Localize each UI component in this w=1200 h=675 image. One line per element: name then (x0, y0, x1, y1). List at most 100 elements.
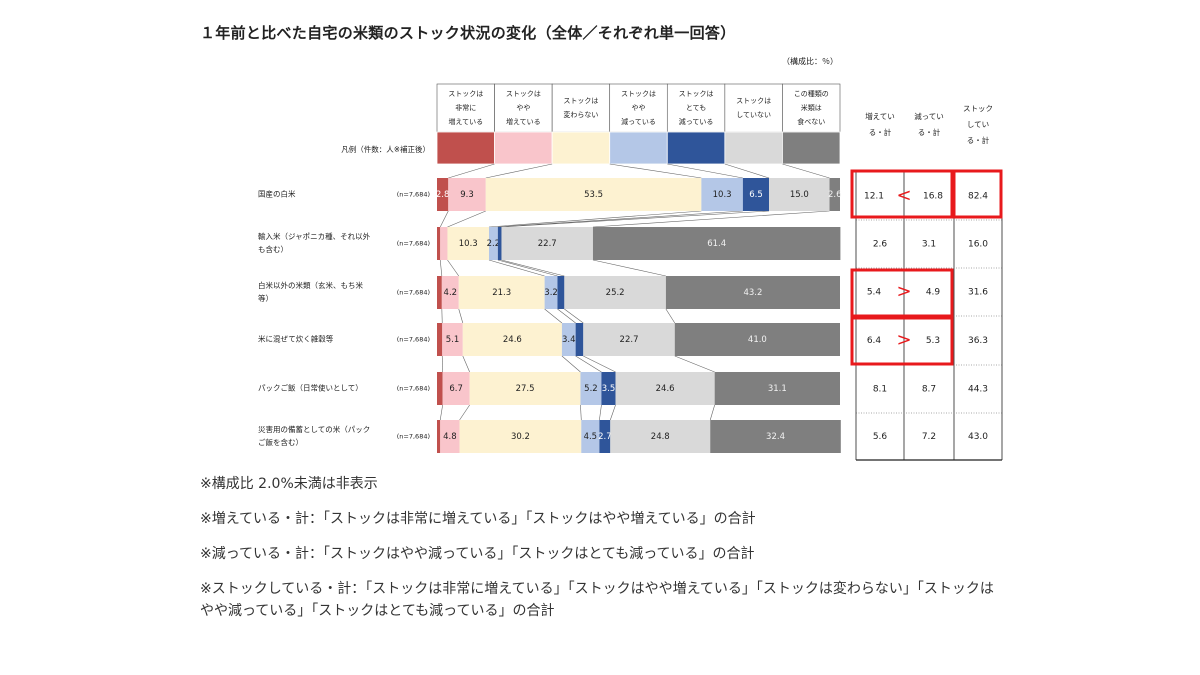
summary-value: 2.6 (873, 240, 888, 250)
connector-line (592, 210, 830, 228)
bar-segment (544, 276, 558, 309)
bar-segment (583, 323, 675, 356)
bar-segment (462, 323, 562, 356)
category-label: 国産の白米 (258, 189, 296, 199)
legend-header-cell (609, 83, 668, 133)
category-label: パックご飯（日常使いとして） (258, 383, 363, 393)
note-increase-total: ※増えている・計：「ストックは非常に増えている」「ストックはやや増えている」の合… (200, 511, 756, 527)
connector-line (592, 259, 666, 277)
bar-segment (488, 227, 498, 260)
category-label: 白米以外の米類（玄米、もち米 (258, 280, 363, 290)
summary-header: る・計 (918, 127, 941, 137)
connector-line (580, 404, 582, 421)
legend-swatch (782, 131, 841, 165)
connector-line (447, 210, 486, 228)
bar-segment (714, 372, 840, 405)
summary-header: してい (967, 120, 989, 129)
summary-value: 16.0 (968, 240, 988, 250)
bar-value-label: 21.3 (492, 288, 511, 298)
bar-value-label: 2.2 (487, 239, 501, 249)
bar-value-label: 3.5 (602, 384, 616, 394)
category-label: 災害用の備蓄としての米（パック (258, 424, 370, 434)
bar-value-label: 22.7 (620, 335, 639, 345)
connector-line (575, 355, 602, 373)
bar-segment (665, 276, 840, 309)
summary-value: 5.3 (926, 336, 940, 346)
bar-value-label: 3.2 (544, 288, 558, 298)
note-threshold: ※構成比 2.0%未満は非表示 (200, 476, 378, 492)
bar-segment (599, 420, 611, 453)
legend-label: ストックは (448, 90, 483, 98)
bar-segment (437, 323, 443, 356)
bar-segment (440, 227, 448, 260)
bar-segment (485, 178, 702, 211)
bar-value-label: 4.8 (443, 432, 457, 442)
legend-label: 非常に (455, 103, 476, 112)
summary-value: 8.1 (873, 385, 887, 395)
connector-line (448, 163, 495, 179)
note-decrease-total: ※減っている・計：「ストックはやや減っている」「ストックはとても減っている」の合… (200, 546, 755, 562)
connector-line (497, 259, 558, 277)
connector-line (439, 259, 443, 277)
bar-segment (564, 276, 666, 309)
summary-value: 8.7 (922, 385, 936, 395)
legend-row-label: 凡例（件数：人※補正後） (341, 144, 430, 154)
connector-line (459, 404, 470, 421)
bar-segment (615, 372, 715, 405)
bar-segment (469, 372, 581, 405)
bar-value-label: 2.8 (436, 190, 450, 200)
bar-value-label: 6.5 (749, 190, 763, 200)
bar-value-label: 24.6 (656, 384, 675, 394)
category-label: も含む） (258, 244, 288, 254)
summary-value: 6.4 (867, 336, 882, 346)
bar-value-label: 32.4 (766, 432, 785, 442)
category-label: 米に混ぜて炊く雑穀等 (258, 334, 334, 344)
connector-line (599, 404, 602, 421)
bar-segment (459, 420, 582, 453)
bar-segment (575, 323, 584, 356)
legend-header-cell (494, 83, 553, 133)
bar-segment (437, 227, 441, 260)
summary-value: 31.6 (968, 288, 988, 298)
bar-segment (561, 323, 576, 356)
connector-line (462, 355, 470, 373)
bar-segment (581, 420, 600, 453)
bar-segment (440, 420, 460, 453)
summary-header: る・計 (869, 127, 892, 137)
bar-value-label: 25.2 (606, 288, 625, 298)
connector-line (488, 210, 702, 228)
bar-segment (769, 178, 830, 211)
legend-label: 増えている (448, 117, 483, 126)
bar-segment (448, 178, 486, 211)
connector-line (665, 308, 676, 324)
legend-swatch (666, 131, 726, 165)
connector-line (561, 355, 581, 373)
connector-line (667, 163, 743, 179)
legend-label: ストックは (506, 90, 541, 98)
connector-line (501, 259, 565, 277)
highlight-box (850, 169, 954, 219)
bar-value-label: 10.3 (459, 239, 478, 249)
legend-header-cell (724, 83, 783, 133)
bar-segment (501, 227, 593, 260)
category-label: 等） (258, 293, 273, 303)
bar-value-label: 27.5 (516, 384, 535, 394)
legend-header-cell (436, 83, 495, 133)
legend-header-cell (666, 83, 726, 133)
connector-line (458, 308, 464, 324)
bar-segment (829, 178, 840, 211)
chart-title: １年前と比べた自宅の米類のストック状況の変化（全体／それぞれ単一回答） (200, 24, 736, 42)
connector-line (488, 259, 545, 277)
bar-segment (592, 227, 841, 260)
connector-line (439, 210, 449, 228)
bar-value-label: 31.1 (768, 384, 787, 394)
connector-line (447, 259, 460, 277)
connector-line (439, 404, 443, 421)
bar-segment (674, 323, 840, 356)
category-label: ご飯を含む） (258, 437, 303, 447)
legend-swatch (494, 131, 553, 165)
bar-value-label: 4.5 (584, 432, 598, 442)
n-label: (n=7,684) (397, 336, 430, 344)
summary-header: ストック (963, 104, 993, 113)
bar-segment (441, 276, 459, 309)
